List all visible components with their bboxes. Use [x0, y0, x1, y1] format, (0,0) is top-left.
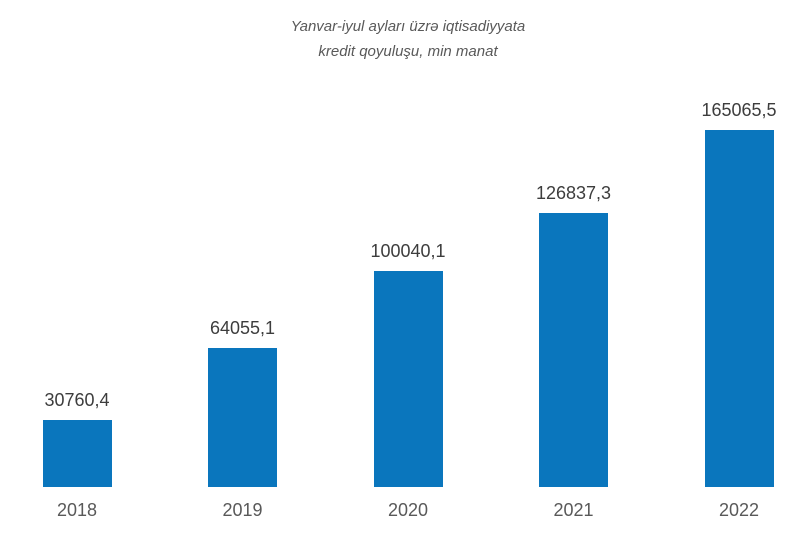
chart-title-line2: kredit qoyuluşu, min manat: [318, 43, 498, 60]
x-axis-label: 2018: [56, 500, 98, 520]
bar-value-label: 100040,1: [370, 241, 446, 261]
x-axis-label: 2021: [553, 500, 594, 520]
bar-2021: [539, 213, 608, 487]
x-axis-label: 2020: [387, 500, 429, 520]
bar-value-label: 30760,4: [44, 390, 110, 410]
bar-2019: [208, 348, 277, 487]
bar-value-label: 64055,1: [209, 318, 276, 338]
x-axis-label: 2019: [222, 500, 263, 520]
bar-value-label: 165065,5: [701, 100, 777, 120]
bar-2018: [42, 420, 112, 487]
chart-title: Yanvar-iyul ayları üzrə iqtisadiyyata kr…: [291, 14, 526, 64]
chart-title-line1: Yanvar-iyul ayları üzrə iqtisadiyyata: [290, 18, 526, 35]
x-axis-label: 2022: [718, 500, 760, 520]
bar-value-label: 126837,3: [535, 183, 612, 203]
bar-2022: [704, 130, 774, 487]
bar-2020: [373, 271, 443, 487]
